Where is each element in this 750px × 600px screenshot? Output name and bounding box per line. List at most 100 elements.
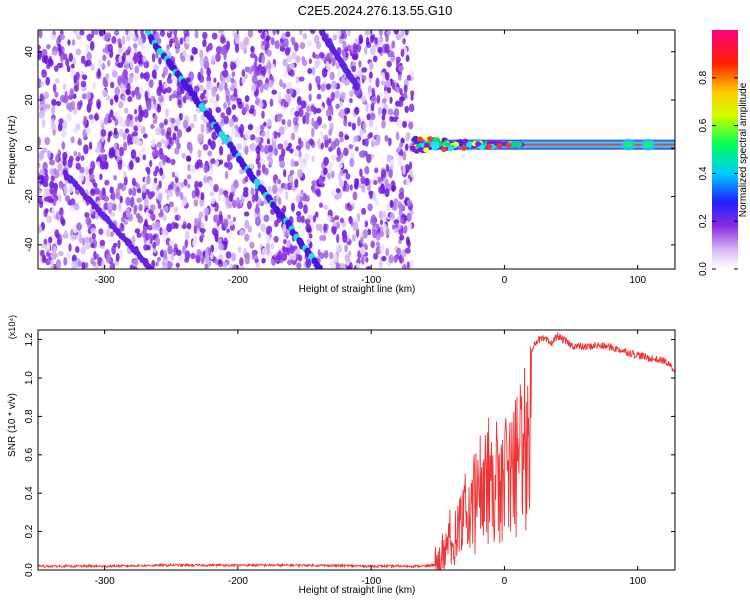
noise-speckle [153, 177, 158, 184]
noise-speckle [374, 167, 379, 174]
snr-panel: -300 -200 -100 0 100 0.0 0.2 0.4 0.6 0.8 1.0 1.2 H… [7, 315, 676, 596]
noise-speckle [48, 198, 54, 204]
noise-speckle [375, 77, 380, 88]
noise-speckle [174, 40, 181, 48]
noise-speckle [48, 236, 53, 244]
snr-x-tick-label: -300 [95, 576, 115, 587]
noise-speckle [230, 77, 235, 84]
noise-speckle [261, 54, 266, 64]
noise-speckle [269, 98, 274, 108]
noise-speckle [404, 30, 409, 36]
noise-speckle [174, 147, 180, 155]
noise-speckle [126, 55, 133, 64]
noise-speckle [400, 137, 405, 144]
noise-speckle [88, 141, 93, 150]
noise-speckle [97, 58, 103, 68]
noise-speckle [289, 87, 294, 95]
noise-speckle [339, 136, 344, 143]
noise-speckle [261, 257, 266, 264]
noise-speckle [281, 118, 286, 125]
noise-speckle [247, 225, 253, 233]
noise-speckle [334, 89, 340, 99]
noise-speckle [298, 76, 305, 82]
noise-speckle [346, 30, 351, 37]
noise-speckle [224, 170, 229, 180]
noise-speckle [113, 141, 118, 151]
snr-y-tick-label: 0.2 [24, 524, 35, 538]
noise-speckle [300, 161, 306, 169]
noise-speckle [311, 180, 318, 186]
noise-speckle [162, 232, 167, 242]
noise-speckle [308, 233, 313, 239]
noise-speckle [361, 67, 368, 73]
noise-speckle [250, 84, 257, 93]
noise-speckle [222, 190, 229, 196]
noise-speckle [267, 185, 272, 195]
noise-speckle [297, 137, 302, 146]
noise-speckle [285, 31, 291, 38]
noise-speckle [168, 189, 174, 198]
noise-speckle [77, 137, 82, 146]
noise-speckle [115, 192, 121, 200]
noise-speckle [199, 49, 204, 60]
noise-speckle [381, 98, 387, 104]
noise-speckle [320, 142, 324, 150]
noise-speckle [76, 33, 82, 41]
noise-speckle [102, 54, 107, 62]
noise-speckle [224, 82, 228, 92]
noise-speckle [261, 247, 268, 256]
noise-speckle [55, 258, 62, 269]
noise-speckle [372, 252, 379, 260]
noise-speckle [386, 60, 392, 68]
noise-speckle [44, 187, 50, 197]
noise-speckle [170, 158, 176, 166]
noise-speckle [155, 126, 161, 136]
noise-speckle [176, 128, 183, 138]
snr-x-tick-label: 100 [629, 576, 646, 587]
noise-speckle [330, 140, 337, 150]
noise-speckle [41, 69, 48, 78]
noise-speckle [70, 100, 76, 111]
noise-speckle [142, 55, 147, 63]
noise-speckle [194, 180, 199, 191]
noise-speckle [121, 95, 126, 102]
noise-speckle [348, 250, 352, 257]
noise-speckle [84, 236, 91, 244]
noise-speckle [288, 175, 293, 183]
noise-speckle [384, 188, 390, 198]
noise-speckle [153, 114, 158, 122]
signal-band-blob [422, 142, 429, 148]
noise-speckle [397, 201, 403, 209]
noise-speckle [345, 51, 349, 59]
noise-speckle [175, 47, 180, 54]
noise-speckle [302, 192, 307, 201]
noise-speckle [277, 178, 282, 185]
noise-speckle [326, 215, 332, 222]
noise-speckle [175, 117, 181, 128]
noise-speckle [167, 245, 173, 255]
noise-speckle [109, 263, 114, 269]
noise-speckle [54, 78, 60, 84]
noise-speckle [369, 45, 376, 56]
noise-speckle [295, 195, 301, 203]
noise-speckle [234, 132, 241, 138]
noise-speckle [344, 244, 348, 253]
noise-speckle [344, 79, 350, 86]
signal-band-blob [516, 142, 523, 148]
noise-speckle [389, 212, 395, 221]
noise-speckle [38, 162, 41, 168]
noise-speckle [104, 179, 110, 186]
colorbar-gradient [712, 30, 738, 269]
signal-band-blob [427, 136, 434, 142]
noise-speckle [219, 188, 224, 196]
noise-speckle [118, 146, 124, 157]
noise-speckle [284, 69, 288, 79]
noise-speckle [50, 34, 57, 41]
noise-speckle [315, 223, 321, 231]
noise-speckle [238, 168, 245, 175]
signal-band-blob [423, 147, 430, 153]
noise-speckle [50, 123, 57, 131]
noise-speckle [325, 60, 330, 71]
signal-band-core [412, 139, 675, 150]
noise-speckle [366, 113, 371, 121]
